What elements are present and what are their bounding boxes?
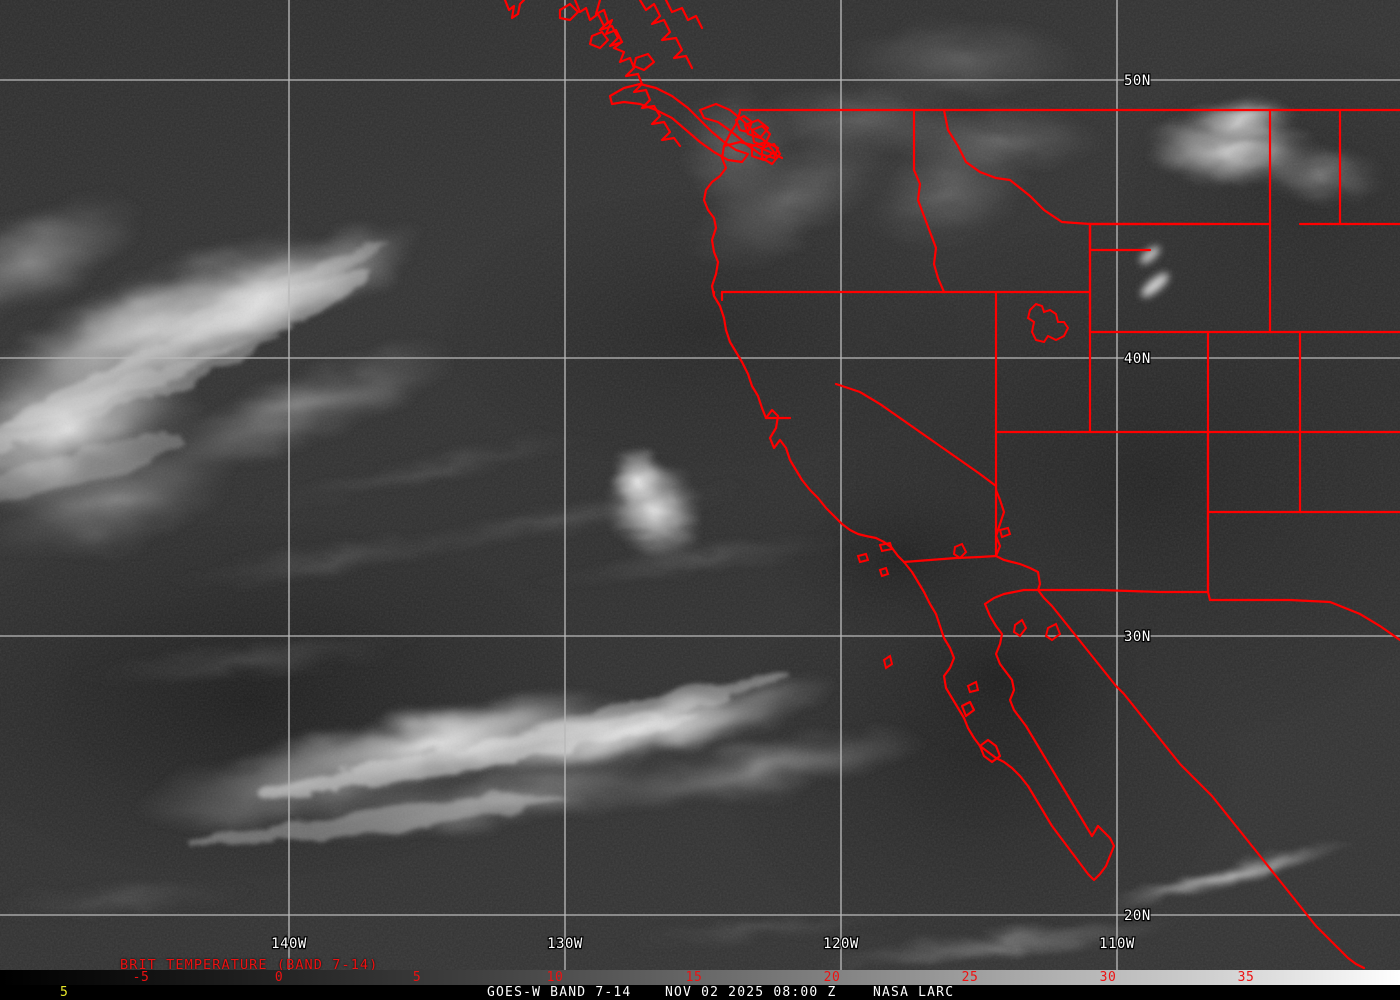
- graticule: [0, 0, 1400, 970]
- product-caption: BRIT TEMPERATURE (BAND 7-14): [120, 957, 379, 970]
- lon-label: 140W: [271, 936, 307, 952]
- source-label: NASA LARC: [873, 985, 955, 1000]
- colorbar: -5 0 5 10 15 20 25 30 35: [0, 970, 1400, 985]
- colorbar-tick: 30: [1099, 970, 1117, 985]
- lon-label: 120W: [823, 936, 859, 952]
- satellite-map-canvas: 50N 40N 30N 20N 140W 130W 120W 110W: [0, 0, 1400, 970]
- lat-label: 30N: [1124, 629, 1151, 645]
- satellite-raster: 50N 40N 30N 20N 140W 130W 120W 110W BRIT TEMPER…: [0, 0, 1400, 970]
- colorbar-tick: 5: [412, 970, 422, 985]
- colorbar-tick: 15: [685, 970, 703, 985]
- timestamp-label: NOV 02 2025 08:00 Z: [665, 985, 837, 1000]
- colorbar-tick: 25: [961, 970, 979, 985]
- lon-label: 110W: [1099, 936, 1135, 952]
- lon-label: 130W: [547, 936, 583, 952]
- lat-label: 50N: [1124, 73, 1151, 89]
- lat-label: 40N: [1124, 351, 1151, 367]
- satellite-band-label: GOES-W BAND 7-14: [487, 985, 632, 1000]
- lat-label: 20N: [1124, 908, 1151, 924]
- graticule-labels: 50N 40N 30N 20N 140W 130W 120W 110W: [270, 72, 1152, 953]
- colorbar-tick: 35: [1237, 970, 1255, 985]
- colorbar-tick: 10: [546, 970, 564, 985]
- colorbar-tick: 20: [823, 970, 841, 985]
- scale-min-label: 5: [60, 985, 70, 1000]
- map-vectors: [503, 0, 1400, 970]
- colorbar-tick: -5: [132, 970, 150, 985]
- colorbar-tick: 0: [274, 970, 284, 985]
- colorbar-gradient: [0, 970, 1400, 985]
- status-bar: 5 GOES-W BAND 7-14 NOV 02 2025 08:00 Z N…: [0, 985, 1400, 1000]
